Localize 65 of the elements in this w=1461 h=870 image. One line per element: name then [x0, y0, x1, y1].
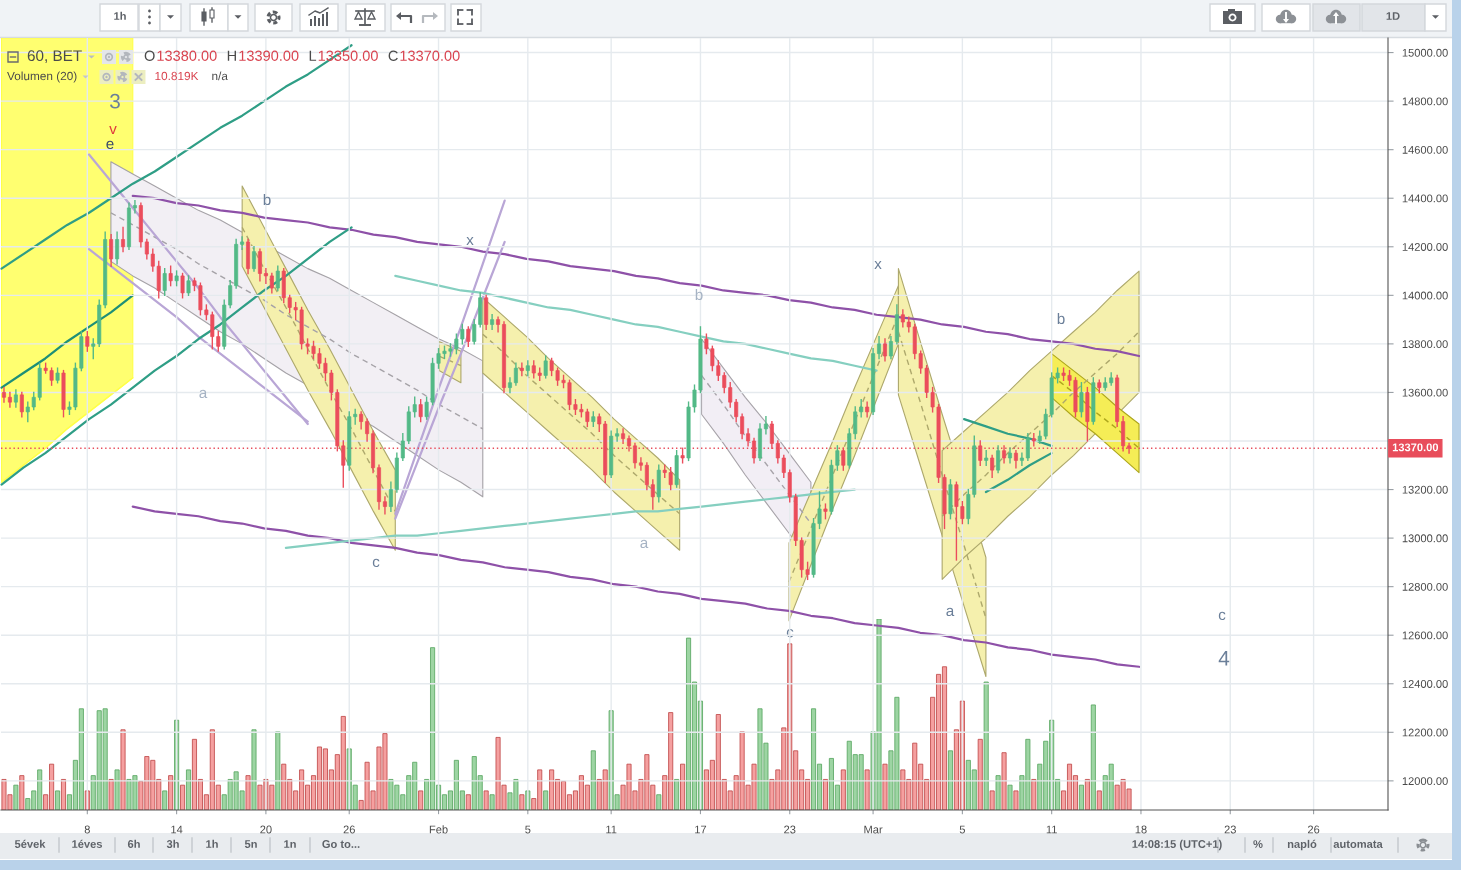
annotation: 4 [1218, 651, 1230, 666]
text: 1h [114, 11, 126, 20]
y-tick-label: 14200.00 [1402, 243, 1448, 251]
text: 14:08:15 (UTC+1) [1132, 839, 1222, 851]
annotation: e [106, 140, 114, 150]
y-tick-label: 14800.00 [1402, 97, 1448, 106]
x-tick-label: 26 [1307, 825, 1320, 834]
annotation: H13390.00 [227, 50, 299, 61]
annotation: b [695, 288, 703, 301]
annotation: a [199, 389, 208, 399]
y-tick-label: 12400.00 [1402, 680, 1448, 688]
x-tick-label: 11 [606, 825, 617, 834]
x-tick-label: Feb [429, 825, 448, 834]
x-tick-label: 8 [84, 825, 90, 834]
annotation: C13370.00 [388, 50, 460, 61]
annotation: b [263, 193, 271, 206]
text: 5évek [14, 839, 46, 848]
y-tick-label: 13600.00 [1402, 388, 1448, 397]
text: 5n [244, 840, 257, 848]
y-tick-label: 14000.00 [1402, 291, 1448, 300]
text: 6h [127, 839, 140, 848]
text: 1h [206, 839, 218, 848]
y-tick-label: 15000.00 [1402, 48, 1448, 57]
text: automata [1333, 840, 1383, 848]
annotation: c [1218, 611, 1226, 621]
annotation: x [466, 236, 474, 245]
text: 1éves [72, 839, 102, 848]
y-tick-label: 12200.00 [1402, 728, 1448, 737]
x-tick-label: 20 [260, 825, 272, 834]
y-tick-label: 12000.00 [1402, 777, 1448, 785]
text: 1D [1386, 12, 1400, 20]
annotation: x [874, 260, 882, 269]
annotation: a [946, 607, 955, 617]
text: 60, BET [27, 50, 82, 63]
y-tick-label: 14400.00 [1402, 194, 1448, 203]
y-tick-label: 13800.00 [1402, 340, 1448, 349]
x-tick-label: 14 [171, 825, 183, 834]
y-tick-label: 12600.00 [1402, 631, 1448, 640]
text: 1n [284, 840, 296, 848]
annotation: a [640, 539, 649, 549]
x-tick-label: 18 [1135, 825, 1147, 834]
annotation: O13380.00 [144, 50, 217, 61]
annotation: v [109, 125, 117, 134]
y-tick-label: 12800.00 [1402, 582, 1448, 591]
text: 3h [166, 839, 179, 848]
y-tick-label: 13000.00 [1402, 534, 1448, 543]
ref-line-label: 13370.00 [1392, 443, 1439, 452]
annotation: b [1057, 312, 1065, 325]
x-tick-label: 11 [1046, 825, 1057, 834]
x-tick-label: 17 [695, 825, 707, 834]
annotation: n/a [212, 71, 228, 81]
x-tick-label: 5 [959, 825, 965, 834]
annotation: 10.819K [155, 71, 199, 81]
y-tick-label: 13200.00 [1402, 485, 1448, 494]
text: % [1253, 840, 1263, 848]
x-tick-label: Mar [864, 825, 883, 834]
y-tick-label: 14600.00 [1402, 145, 1448, 154]
annotation: c [372, 558, 380, 568]
x-tick-label: 23 [1224, 825, 1236, 834]
x-tick-label: 23 [784, 825, 796, 834]
x-tick-label: 26 [343, 825, 355, 834]
x-tick-label: 5 [525, 825, 531, 834]
text: napló [1287, 839, 1317, 851]
chart-title: Volumen (20) [7, 71, 77, 83]
text: Go to... [322, 840, 360, 848]
